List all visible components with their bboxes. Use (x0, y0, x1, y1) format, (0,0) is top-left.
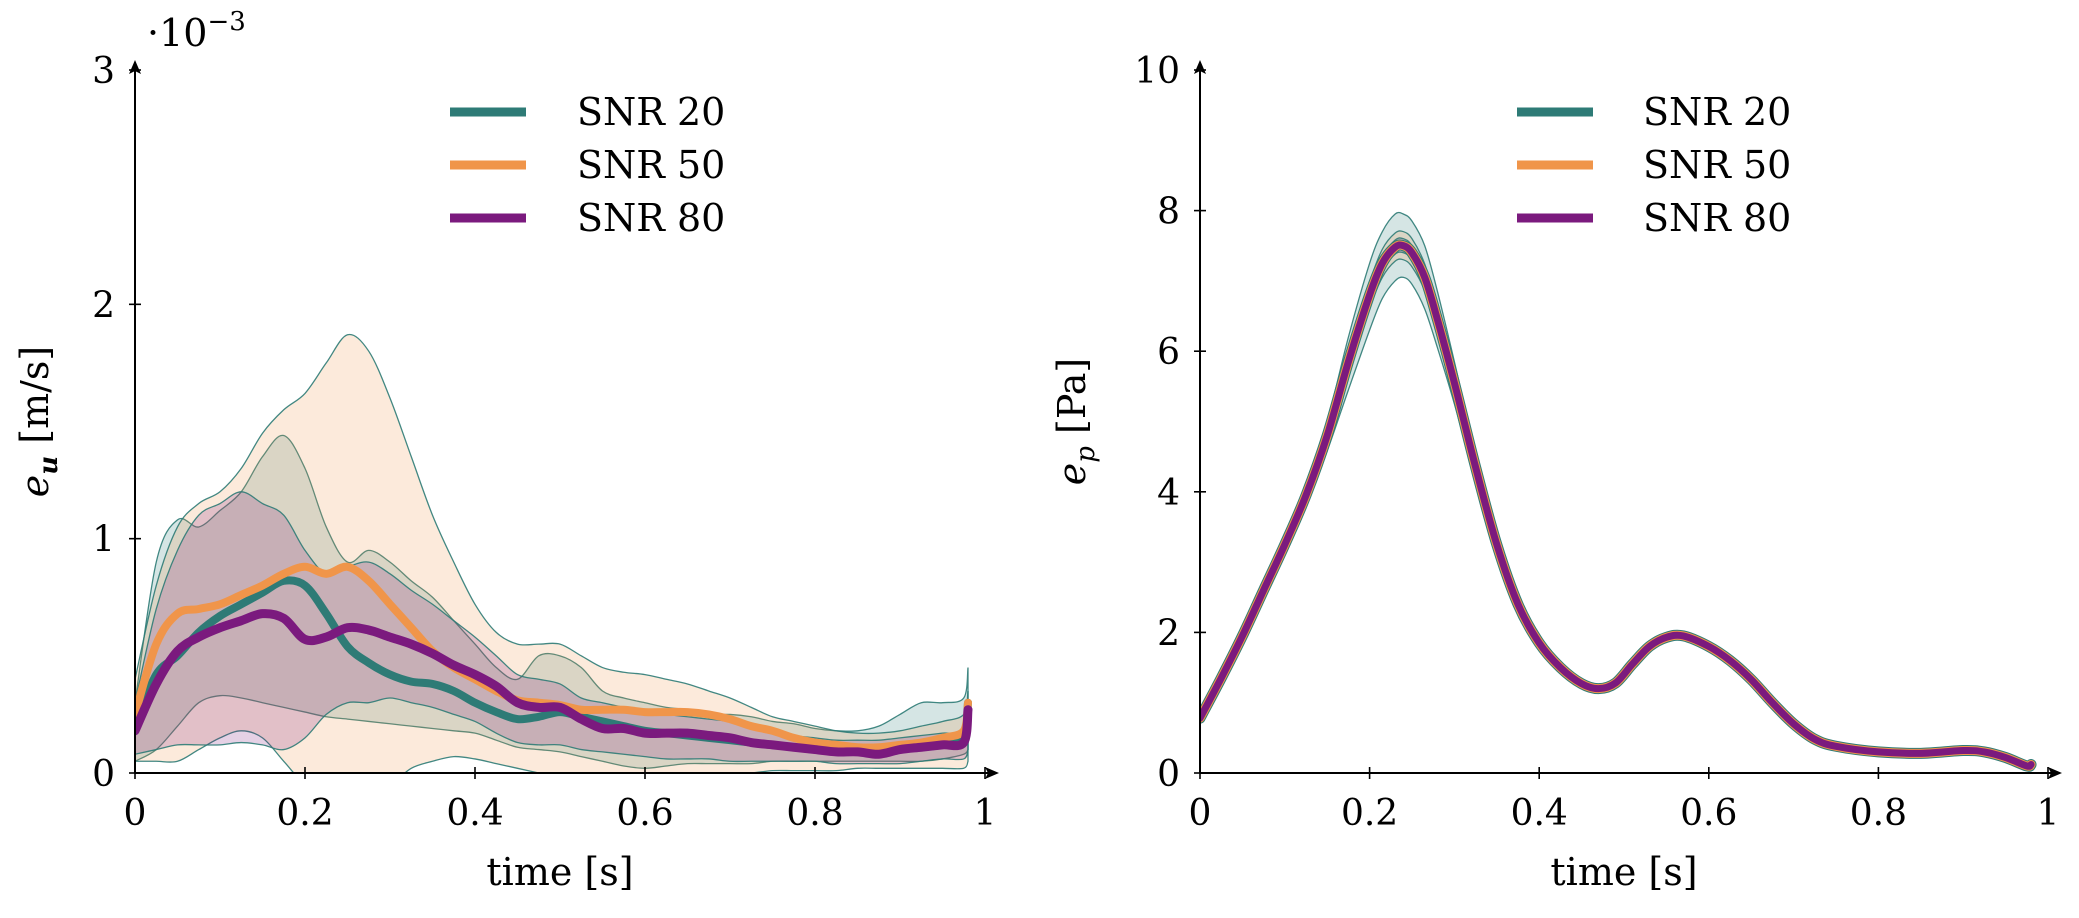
y-tick-label: 0 (92, 754, 115, 795)
series-line-snr-80 (135, 609, 973, 759)
y-tick-label: 2 (92, 285, 115, 326)
x-tick-label: 1 (974, 793, 997, 834)
y-tick-label: 0 (1157, 754, 1180, 795)
y-tick-label: 4 (1157, 473, 1180, 514)
x-tick-label: 0.6 (616, 793, 673, 834)
band-snr-20 (135, 434, 969, 769)
legend-label: SNR 50 (1643, 143, 1791, 187)
scale-exponent: −3 (207, 7, 245, 37)
x-tick-label: 0.8 (786, 793, 843, 834)
legend-label: SNR 80 (577, 196, 725, 240)
legend-label: SNR 80 (1643, 196, 1791, 240)
legend: SNR 20 SNR 50 SNR 80 (1517, 90, 1791, 240)
y-label-symbol: e (1050, 463, 1094, 486)
x-tick-label: 0.2 (1341, 793, 1398, 834)
y-label-subscript: p (1071, 446, 1101, 463)
band-snr-80 (135, 491, 969, 765)
x-tick-label: 0 (124, 793, 147, 834)
y-tick-label: 3 (92, 51, 115, 92)
y-label-symbol: e (13, 475, 57, 498)
x-tick-label: 0 (1189, 793, 1212, 834)
legend-label: SNR 20 (1643, 90, 1791, 134)
y-label-unit: [Pa] (1050, 358, 1094, 446)
x-tick-label: 0.8 (1850, 793, 1907, 834)
x-tick-label: 0.4 (446, 793, 503, 834)
y-axis-label: ep [Pa] (1050, 358, 1101, 485)
y-label-unit: [m/s] (13, 346, 57, 456)
series-line-snr-50 (1200, 240, 2036, 771)
x-axis-label: time [s] (486, 850, 633, 894)
x-axis-arrow-icon (2048, 767, 2062, 779)
x-tick-label: 1 (2037, 793, 2060, 834)
x-tick-label: 0.6 (1680, 793, 1737, 834)
x-tick-label: 0.2 (276, 793, 333, 834)
chart-1: 0 0.2 0.4 0.6 0.8 1 0 1 2 3 time [s] eu [m/s] ·10−3 S… (13, 7, 999, 894)
x-axis-arrow-icon (985, 767, 999, 779)
y-tick-label: 8 (1157, 192, 1180, 233)
y-label-subscript: u (34, 456, 64, 475)
band-layer (135, 333, 969, 773)
x-axis-label: time [s] (1550, 850, 1697, 894)
legend-label: SNR 50 (577, 143, 725, 187)
line-layer (135, 562, 973, 759)
legend-label: SNR 20 (577, 90, 725, 134)
y-tick-label: 10 (1134, 51, 1180, 92)
series-line-snr-80 (1200, 241, 2035, 770)
scale-base: ·10 (147, 11, 207, 55)
y-tick-label: 2 (1157, 613, 1180, 654)
y-scale-label: ·10−3 (147, 7, 246, 55)
band-snr-50 (135, 333, 969, 773)
legend: SNR 20 SNR 50 SNR 80 (450, 90, 725, 240)
y-tick-label: 1 (92, 520, 115, 561)
line-layer (1200, 239, 2037, 772)
y-axis-label: eu [m/s] (13, 346, 64, 497)
y-tick-label: 6 (1157, 332, 1180, 373)
x-tick-label: 0.4 (1511, 793, 1568, 834)
